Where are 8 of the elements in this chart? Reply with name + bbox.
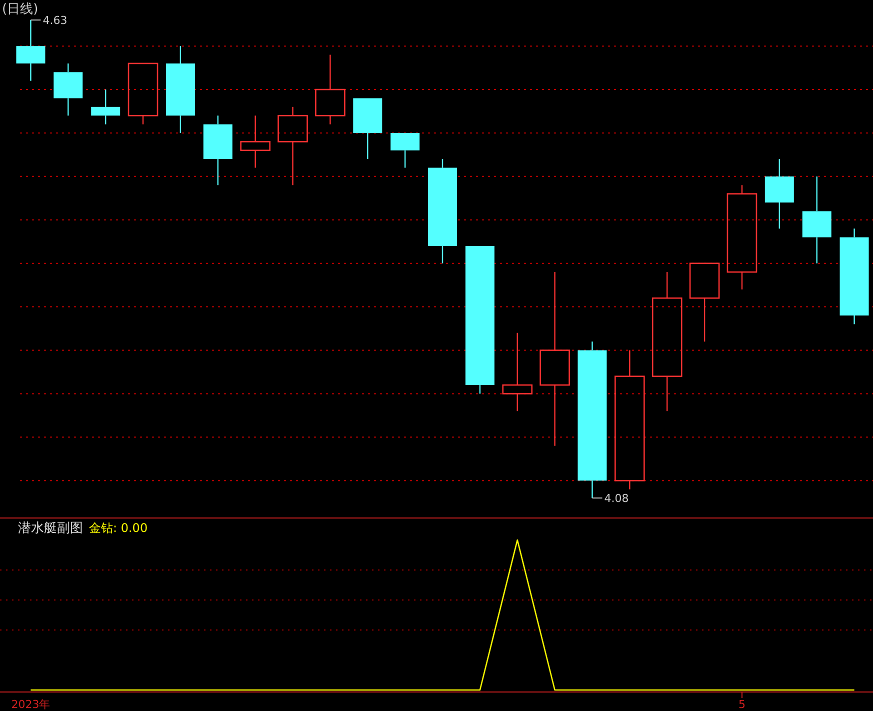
annotation: 4.63 (42, 14, 68, 27)
text: 金钻 (89, 521, 113, 535)
x-tick-label: 5 (738, 698, 746, 711)
x-tick-label: 2023年 (11, 698, 50, 711)
text: : 0.00 (113, 521, 148, 535)
chart-title: 潜水艇副图 (18, 521, 83, 536)
annotation: 4.08 (604, 492, 629, 505)
chart-title: (日线) (2, 2, 38, 17)
